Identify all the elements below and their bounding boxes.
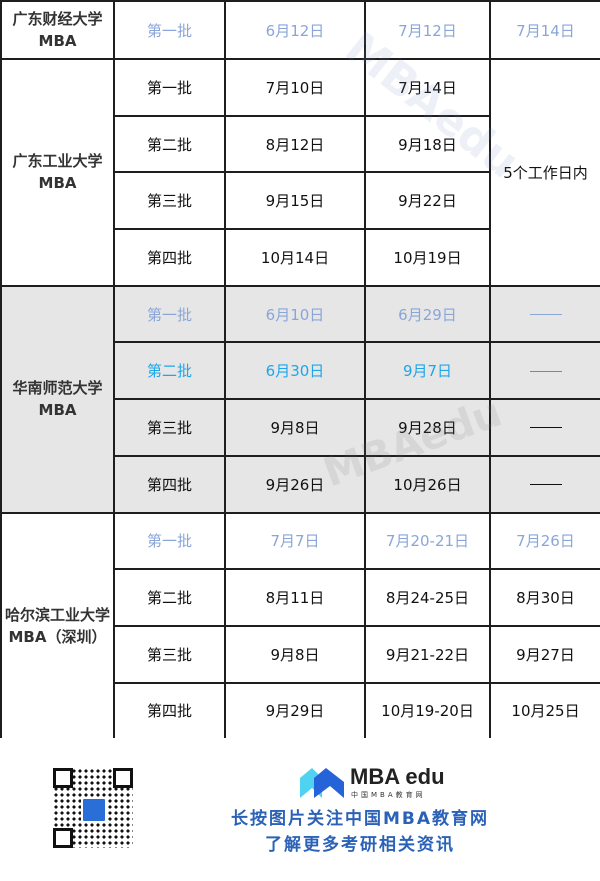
table-row: 广东财经大学 MBA 第一批 6月12日 7月12日 7月14日: [0, 0, 600, 60]
end-date-cell: 8月24-25日: [364, 568, 491, 627]
batch-cell: 第四批: [113, 228, 226, 287]
result-date-cell: 7月26日: [489, 511, 600, 571]
result-date-cell: ——: [489, 454, 600, 514]
table-row: 哈尔滨工业大学 MBA（深圳） 第一批 7月7日 7月20-21日 7月26日: [0, 511, 600, 741]
end-date-cell: 10月26日: [364, 454, 491, 514]
school-name: 哈尔滨工业大学 MBA（深圳）: [0, 511, 115, 741]
result-date-cell: ——: [489, 341, 600, 401]
school-name: 广东财经大学 MBA: [0, 0, 115, 60]
batch-cell: 第三批: [113, 624, 226, 684]
result-date-cell: ——: [489, 398, 600, 457]
table-row: 第二批 8月12日 9月18日: [1, 114, 600, 174]
batch-cell: 第一批: [113, 58, 226, 117]
start-date-cell: 8月11日: [224, 568, 366, 627]
qr-finder-icon: [53, 768, 73, 788]
qr-center-logo-icon: [81, 797, 107, 823]
batch-cell: 第二批: [113, 341, 226, 401]
end-date-cell: 7月12日: [364, 0, 491, 60]
dash-placeholder: [529, 314, 562, 316]
end-date-cell: 7月14日: [364, 58, 491, 117]
start-date-cell: 7月7日: [224, 511, 366, 571]
result-date-cell: 9月27日: [489, 624, 600, 684]
logo-subtitle: 中国MBA教育网: [351, 791, 426, 799]
end-date-cell: 9月21-22日: [364, 624, 491, 684]
table-row: 第三批 9月8日 9月21-22日 9月27日: [1, 624, 600, 684]
start-date-cell: 10月14日: [224, 228, 366, 287]
footer-banner: MBA edu 中国MBA教育网 长按图片关注中国MBA教育网 了解更多考研相关…: [0, 738, 600, 881]
batch-cell: 第一批: [113, 284, 226, 344]
logo-text: MBA edu: [350, 764, 445, 789]
result-date-cell: 10月25日: [489, 681, 600, 741]
admission-schedule-table: 广东财经大学 MBA 第一批 6月12日 7月12日 7月14日 广东工业大学 MB…: [0, 0, 600, 741]
start-date-cell: 9月26日: [224, 454, 366, 514]
follow-prompt: 长按图片关注中国MBA教育网: [230, 809, 490, 829]
result-date-cell: ——: [489, 284, 600, 344]
info-prompt: 了解更多考研相关资讯: [265, 835, 455, 855]
start-date-cell: 6月30日: [224, 341, 366, 401]
end-date-cell: 9月18日: [364, 114, 491, 174]
table-row: 第四批 10月14日 10月19日: [1, 228, 600, 287]
table-row: 第二批 6月30日 9月7日 ——: [1, 341, 600, 401]
dash-placeholder: [529, 484, 562, 486]
result-date-cell: 8月30日: [489, 568, 600, 627]
start-date-cell: 7月10日: [224, 58, 366, 117]
batch-cell: 第四批: [113, 454, 226, 514]
batch-cell: 第二批: [113, 114, 226, 174]
start-date-cell: 9月15日: [224, 171, 366, 231]
dash-placeholder: [529, 370, 562, 372]
end-date-cell: 6月29日: [364, 284, 491, 344]
start-date-cell: 9月29日: [224, 681, 366, 741]
table-row: 第三批 9月15日 9月22日: [1, 171, 600, 231]
end-date-cell: 10月19-20日: [364, 681, 491, 741]
qr-finder-icon: [113, 768, 133, 788]
end-date-cell: 9月22日: [364, 171, 491, 231]
end-date-cell: 7月20-21日: [364, 511, 491, 571]
end-date-cell: 10月19日: [364, 228, 491, 287]
batch-cell: 第一批: [113, 511, 226, 571]
result-date-cell: 5个工作日内: [489, 58, 600, 287]
end-date-cell: 9月28日: [364, 398, 491, 457]
batch-cell: 第二批: [113, 568, 226, 627]
start-date-cell: 8月12日: [224, 114, 366, 174]
table-row: 第二批 8月11日 8月24-25日 8月30日: [1, 568, 600, 627]
table-row: 第四批 9月26日 10月26日 ——: [1, 454, 600, 514]
start-date-cell: 9月8日: [224, 624, 366, 684]
result-date-cell: 7月14日: [489, 0, 600, 60]
table-row: 广东工业大学 MBA 第一批 7月10日 7月14日 5个工作日内: [0, 58, 600, 287]
qr-finder-icon: [53, 828, 73, 848]
batch-cell: 第一批: [113, 0, 226, 60]
batch-cell: 第三批: [113, 171, 226, 231]
batch-cell: 第四批: [113, 681, 226, 741]
batch-cell: 第三批: [113, 398, 226, 457]
school-name: 华南师范大学 MBA: [0, 284, 115, 514]
school-name: 广东工业大学 MBA: [0, 58, 115, 287]
start-date-cell: 6月12日: [224, 0, 366, 60]
mba-edu-logo-icon: [300, 768, 344, 798]
start-date-cell: 6月10日: [224, 284, 366, 344]
start-date-cell: 9月8日: [224, 398, 366, 457]
dash-placeholder: [529, 427, 562, 429]
end-date-cell: 9月7日: [364, 341, 491, 401]
